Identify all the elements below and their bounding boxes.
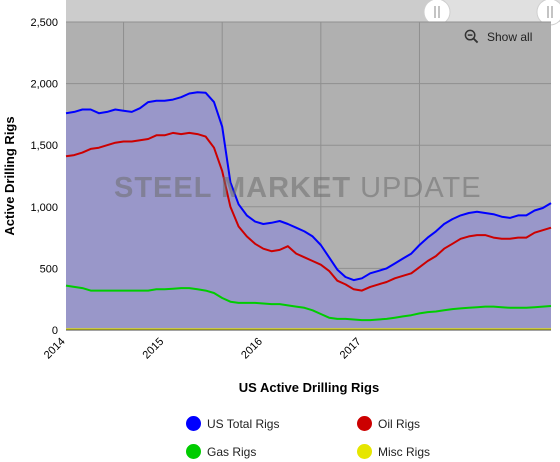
- legend-label-oil-rigs: Oil Rigs: [378, 416, 421, 431]
- x-axis-title: US Active Drilling Rigs: [239, 380, 379, 395]
- y-tick-label-4: 2,000: [30, 79, 58, 91]
- series-line-2: [65, 284, 552, 322]
- x-tick-label-1: 2015: [141, 336, 167, 362]
- watermark-word-3: UPDATE: [360, 172, 482, 204]
- legend-item-oil-rigs[interactable]: Oil Rigs: [357, 416, 420, 431]
- legend-swatch-us-total-rigs: [186, 416, 201, 431]
- legend-label-us-total-rigs: US Total Rigs: [207, 416, 280, 431]
- legend-label-misc-rigs: Misc Rigs: [378, 444, 431, 459]
- legend-item-gas-rigs[interactable]: Gas Rigs: [186, 444, 256, 459]
- range-selector-highlight[interactable]: [66, 0, 441, 22]
- x-tick-label-0: 2014: [42, 336, 68, 362]
- legend-swatch-oil-rigs: [357, 416, 372, 431]
- x-tick-label-2: 2016: [239, 336, 265, 362]
- series-areas: [66, 92, 551, 330]
- watermark-word-2: MARKET: [221, 172, 352, 204]
- y-tick-label-3: 1,500: [30, 140, 58, 152]
- x-axis: 2014 2015 2016 2017: [42, 329, 551, 362]
- y-tick-label-1: 500: [40, 263, 58, 275]
- series-line-1: [65, 131, 552, 292]
- y-axis-title: Active Drilling Rigs: [2, 116, 17, 235]
- zoom-out-icon: [464, 29, 479, 44]
- series-lines: [65, 91, 552, 331]
- legend-swatch-gas-rigs: [186, 444, 201, 459]
- legend-label-gas-rigs: Gas Rigs: [207, 444, 257, 459]
- legend-swatch-misc-rigs: [357, 444, 372, 459]
- legend-item-misc-rigs[interactable]: Misc Rigs: [357, 444, 430, 459]
- y-axis: 0 500 1,000 1,500 2,000 2,500: [30, 17, 58, 337]
- series-line-0: [65, 91, 552, 282]
- range-handle-left[interactable]: [423, 0, 451, 26]
- range-handle-right[interactable]: [536, 0, 560, 26]
- y-tick-label-2: 1,000: [30, 202, 58, 214]
- y-tick-label-5: 2,500: [30, 17, 58, 29]
- watermark-word-1: STEEL: [114, 172, 212, 204]
- show-all-label: Show all: [487, 29, 533, 44]
- y-tick-label-0: 0: [52, 325, 58, 337]
- legend-item-us-total-rigs[interactable]: US Total Rigs: [186, 416, 279, 431]
- watermark-logo: STEEL MARKET UPDATE: [114, 172, 482, 205]
- area-0: [66, 92, 551, 330]
- show-all-button[interactable]: Show all: [464, 29, 532, 44]
- x-tick-label-3: 2017: [338, 336, 364, 362]
